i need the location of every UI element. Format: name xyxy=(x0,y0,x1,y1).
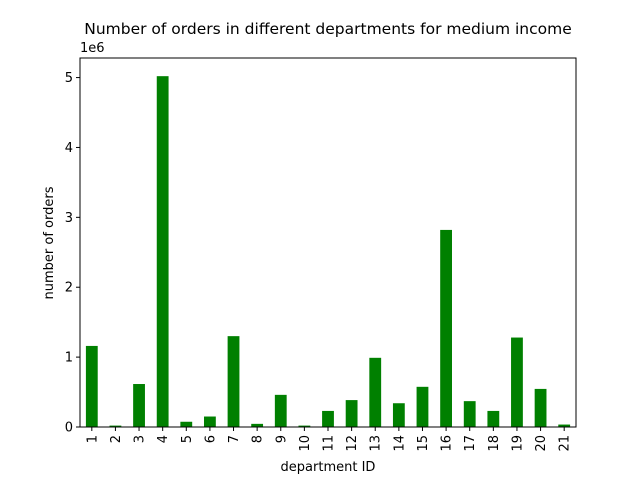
y-tick-label: 0 xyxy=(65,421,73,436)
bar-13 xyxy=(369,357,382,427)
bar-2 xyxy=(109,425,122,427)
x-tick-label: 1 xyxy=(85,435,100,443)
bar-11 xyxy=(322,410,334,427)
plot-area-frame xyxy=(79,57,577,428)
bar-8 xyxy=(251,423,264,427)
x-tick-label: 21 xyxy=(558,435,573,452)
x-tick-label: 2 xyxy=(109,435,124,443)
x-tick-label: 6 xyxy=(203,435,218,443)
y-tick-label: 4 xyxy=(65,141,73,156)
y-axis-ticks: 0 1 2 3 4 5 xyxy=(65,71,80,436)
x-tick-label: 13 xyxy=(369,435,384,452)
x-tick-label: 18 xyxy=(487,435,502,452)
x-tick-label: 3 xyxy=(133,435,148,443)
bar-14 xyxy=(392,403,405,427)
bar-9 xyxy=(274,394,287,427)
x-tick-label: 20 xyxy=(534,435,549,452)
bar-19 xyxy=(511,337,523,427)
x-tick-label: 5 xyxy=(180,435,195,443)
bar-21 xyxy=(558,424,571,427)
chart-title: Number of orders in different department… xyxy=(84,20,572,38)
x-tick-label: 7 xyxy=(227,435,242,443)
x-tick-label: 15 xyxy=(416,435,431,452)
bar-18 xyxy=(487,410,500,427)
bar-7 xyxy=(227,336,240,427)
x-tick-label: 12 xyxy=(345,435,360,452)
bar-3 xyxy=(133,384,145,427)
x-tick-label: 4 xyxy=(156,435,171,443)
bar-16 xyxy=(440,229,452,427)
x-tick-label: 19 xyxy=(510,435,525,452)
x-tick-label: 11 xyxy=(322,435,337,452)
y-tick-label: 1 xyxy=(65,351,73,366)
x-tick-label: 17 xyxy=(463,435,478,452)
y-axis-offset-label: 1e6 xyxy=(80,41,105,56)
y-tick-label: 2 xyxy=(65,281,73,296)
x-tick-label: 9 xyxy=(274,435,289,443)
bar-17 xyxy=(463,401,476,427)
x-tick-label: 14 xyxy=(392,435,407,452)
y-tick-label: 5 xyxy=(65,71,73,86)
x-tick-label: 16 xyxy=(440,435,455,452)
x-axis-ticks: 1 2 3 4 5 6 7 8 9 10 11 12 13 14 15 16 17 18 19 20 21 xyxy=(85,427,573,452)
bars-group xyxy=(85,76,571,427)
bar-5 xyxy=(180,421,193,427)
x-tick-label: 8 xyxy=(251,435,266,443)
bar-10 xyxy=(298,425,311,427)
x-tick-label: 10 xyxy=(298,435,313,452)
x-axis-label: department ID xyxy=(281,460,376,475)
bar-6 xyxy=(204,416,216,427)
bar-1 xyxy=(85,345,98,427)
y-axis-label: number of orders xyxy=(42,186,57,299)
bar-15 xyxy=(416,386,429,427)
bar-20 xyxy=(534,388,547,427)
y-tick-label: 3 xyxy=(65,211,73,226)
bar-4 xyxy=(156,76,169,427)
bar-12 xyxy=(345,400,358,427)
